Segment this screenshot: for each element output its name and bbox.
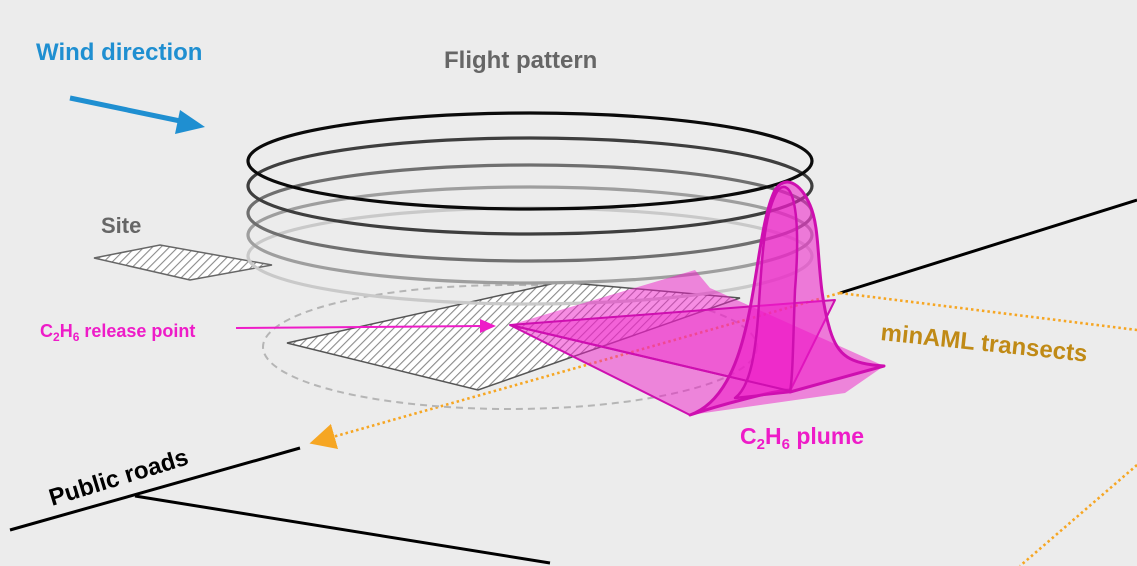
release-point-label: C2H6 release point bbox=[40, 321, 195, 344]
plume-label: C2H6 plume bbox=[740, 423, 864, 453]
public-roads bbox=[9, 198, 1137, 565]
site-label: Site bbox=[101, 213, 141, 238]
arrow-right-down-icon bbox=[69, 95, 205, 134]
release-point-pointer bbox=[235, 319, 496, 333]
small-site-area bbox=[93, 244, 273, 281]
wind-direction-label: Wind direction bbox=[36, 39, 202, 66]
ethane-plume bbox=[509, 180, 886, 417]
flight-pattern-label: Flight pattern bbox=[444, 47, 597, 74]
